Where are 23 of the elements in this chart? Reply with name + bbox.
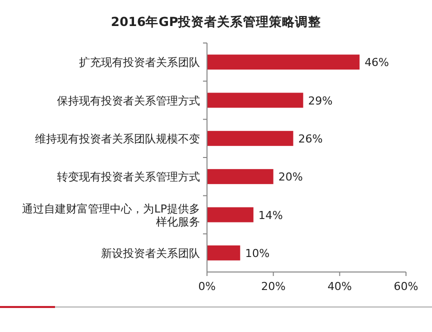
- bar: [207, 207, 254, 222]
- y-tick-label: 扩充现有投资者关系团队: [79, 56, 200, 70]
- y-tick-label: 保持现有投资者关系管理方式: [57, 94, 200, 108]
- y-tick-label: 维持现有投资者关系团队规模不变: [35, 132, 200, 146]
- x-tick-label: 40%: [327, 280, 352, 293]
- chart-title: 2016年GP投资者关系管理策略调整: [110, 14, 322, 29]
- y-tick-label: 转变现有投资者关系管理方式: [57, 170, 200, 184]
- data-label: 26%: [298, 132, 323, 146]
- bar: [207, 245, 240, 260]
- data-label: 10%: [245, 246, 270, 260]
- y-tick-label: 通过自建财富管理中心，为LP提供多样化服务: [22, 202, 200, 228]
- bar: [207, 169, 274, 184]
- bar: [207, 54, 360, 70]
- data-label: 29%: [308, 94, 333, 108]
- x-tick-label: 60%: [394, 280, 418, 293]
- bar: [207, 92, 304, 108]
- data-label: 20%: [278, 170, 303, 184]
- data-label: 46%: [364, 56, 390, 70]
- data-label: 14%: [258, 208, 283, 222]
- y-tick-label: 新设投资者关系团队: [101, 246, 200, 260]
- x-tick-label: 20%: [261, 280, 286, 293]
- x-tick-label: 0%: [198, 280, 216, 293]
- bar: [207, 130, 294, 146]
